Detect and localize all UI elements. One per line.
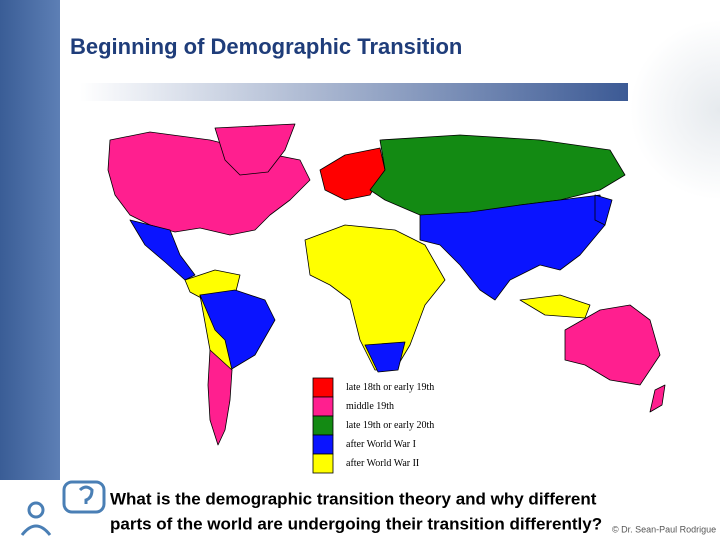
legend-swatch — [312, 434, 334, 455]
legend-swatch — [312, 415, 334, 436]
legend-swatch — [312, 377, 334, 398]
question-line: What is the demographic transition theor… — [110, 489, 597, 508]
legend-label: middle 19th — [346, 401, 394, 412]
legend-label: after World War I — [346, 439, 416, 450]
legend-swatch — [312, 396, 334, 417]
side-bar — [0, 0, 60, 480]
legend-label: after World War II — [346, 458, 419, 469]
question-icon — [20, 480, 106, 536]
title-band — [80, 83, 628, 101]
question-line: parts of the world are undergoing their … — [110, 514, 602, 533]
legend-panel — [333, 378, 453, 473]
legend-label: late 18th or early 19th — [346, 382, 434, 393]
slide-title: Beginning of Demographic Transition — [70, 34, 462, 59]
legend: late 18th or early 19th middle 19th late 1… — [312, 377, 453, 474]
world-map — [107, 123, 666, 446]
legend-label: late 19th or early 20th — [346, 420, 434, 431]
credit: © Dr. Sean-Paul Rodrigue — [612, 524, 716, 534]
legend-swatch — [312, 453, 334, 474]
globe-decoration — [630, 20, 720, 200]
